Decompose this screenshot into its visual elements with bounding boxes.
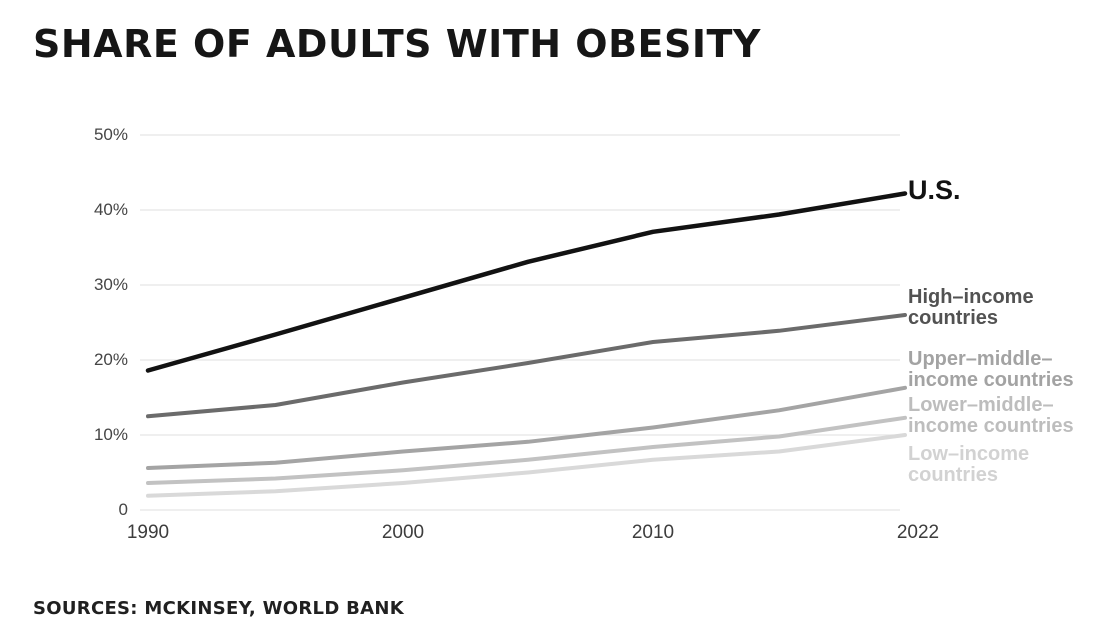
series-line-high-income-countries [146,313,907,419]
series-label-low-income: Low–income countries [908,443,1030,486]
series-label-lower-middle-income: Lower–middle– income countries [908,394,1074,437]
y-axis-tick-40: 40% [93,200,128,219]
x-axis-tick-2022: 2022 [896,522,940,543]
chart-title: SHARE OF ADULTS WITH OBESITY [33,22,761,66]
y-axis-tick-0: 0 [118,500,128,519]
y-axis-tick-50: 50% [93,125,128,144]
series-line-upper-middle-income-countries [146,385,907,470]
y-axis-tick-30: 30% [93,275,128,294]
series-line-u-s [145,191,908,373]
source-note: SOURCES: MCKINSEY, WORLD BANK [33,598,404,619]
y-axis-tick-10: 10% [93,425,128,444]
series-label-high-income: High–income countries [908,286,1034,329]
x-axis-tick-2000: 2000 [381,522,425,543]
series-line-lower-middle-income-countries [146,415,907,485]
x-axis-tick-1990: 1990 [126,522,170,543]
series-label-upper-middle-income: Upper–middle– income countries [908,348,1074,391]
y-axis-tick-20: 20% [93,350,128,369]
series-line-low-income-countries [146,433,907,498]
series-label-us: U.S. [908,175,961,205]
x-axis-tick-2010: 2010 [631,522,675,543]
